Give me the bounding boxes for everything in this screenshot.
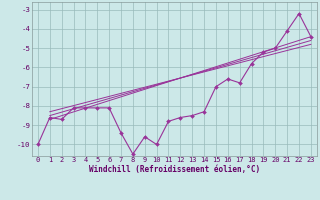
X-axis label: Windchill (Refroidissement éolien,°C): Windchill (Refroidissement éolien,°C): [89, 165, 260, 174]
